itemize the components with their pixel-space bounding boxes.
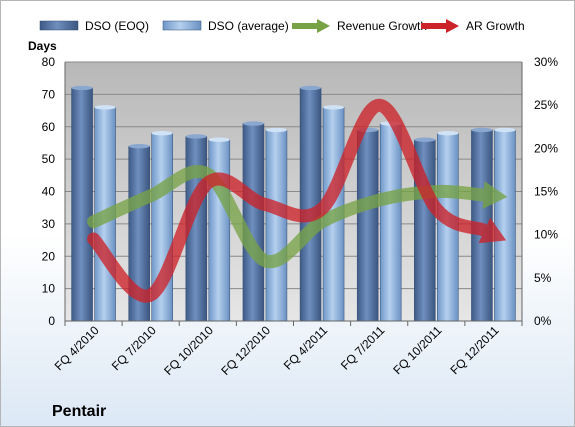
legend-swatch-arrow [446,19,459,33]
revenue-growth-arrowhead [482,181,508,209]
x-tick-label: FQ 12/2011 [447,323,501,377]
bar-cap [71,85,93,91]
bar-cap [323,105,345,110]
bar-dso-eoq [242,123,265,322]
legend-label: DSO (EOQ) [85,19,149,33]
y-right-tick-label: 30% [534,55,558,69]
y-left-tick-label: 20 [42,249,56,263]
y-axis-title: Days [28,39,57,53]
legend: DSO (EOQ) DSO (average) Revenue Growth AR G… [39,19,525,33]
x-tick-label: FQ 10/2010 [161,323,216,378]
legend-label: AR Growth [466,19,525,33]
ar-growth-path [87,98,489,303]
bar-dso-eoq [356,129,379,322]
legend-swatch [162,20,202,31]
x-tick-label: FQ 7/2010 [109,323,159,373]
bar-cap [300,85,322,91]
x-tick-label: FQ 7/2011 [338,323,388,373]
bar-cap [494,127,516,133]
y-left-tick-label: 10 [42,282,56,296]
bar-cap [208,137,230,142]
y-right-tick-label: 20% [534,141,558,155]
y-right-tick-label: 5% [534,271,552,285]
bar-dso-average [379,123,402,322]
bar-cap [151,131,173,136]
bar-cap [128,143,150,149]
legend-swatch [39,20,79,31]
y-right-tick-label: 10% [534,228,558,242]
bar-cap [265,127,287,133]
y-left-tick-label: 50 [42,152,56,166]
bar-dso-average [208,139,231,322]
x-tick-label: FQ 12/2010 [218,323,273,378]
y-left-tick-label: 70 [42,87,56,101]
bar-dso-eoq [71,87,93,322]
y-left-tick-label: 0 [48,314,55,328]
legend-swatch-arrow [317,19,330,33]
y-left-tick-label: 40 [42,185,56,199]
bar-dso-average [265,129,288,322]
bar-cap [185,134,207,139]
bar-cap [94,105,116,110]
legend-item-ar-growth: AR Growth [421,19,525,33]
legend-item-dso-average: DSO (average) [162,19,289,33]
legend-label: Revenue Growth [337,19,427,33]
y-left-tick-label: 80 [42,55,56,69]
x-tick-label: FQ 10/2011 [390,323,444,377]
y-left-tick-label: 30 [42,217,56,231]
bar-cap [437,131,459,136]
legend-item-dso-eoq: DSO (EOQ) [39,19,149,33]
bar-cap [242,121,264,126]
y-left-tick-label: 60 [42,120,56,134]
y-right-tick-label: 15% [534,185,558,199]
ar-growth-arrowhead [478,217,507,244]
line-series [87,98,508,303]
ar-growth-line [87,98,507,303]
bar-cap [414,137,436,142]
bar-dso-average [494,129,516,322]
y-right-tick-label: 0% [534,314,552,328]
x-tick-label: FQ 4/2011 [281,323,331,373]
legend-item-revenue-growth: Revenue Growth [292,19,427,33]
legend-label: DSO (average) [208,19,289,33]
y-right-tick-label: 25% [534,98,558,112]
bar-cap [471,127,493,133]
company-name: Pentair [52,403,106,420]
x-tick-label: FQ 4/2010 [52,323,102,373]
